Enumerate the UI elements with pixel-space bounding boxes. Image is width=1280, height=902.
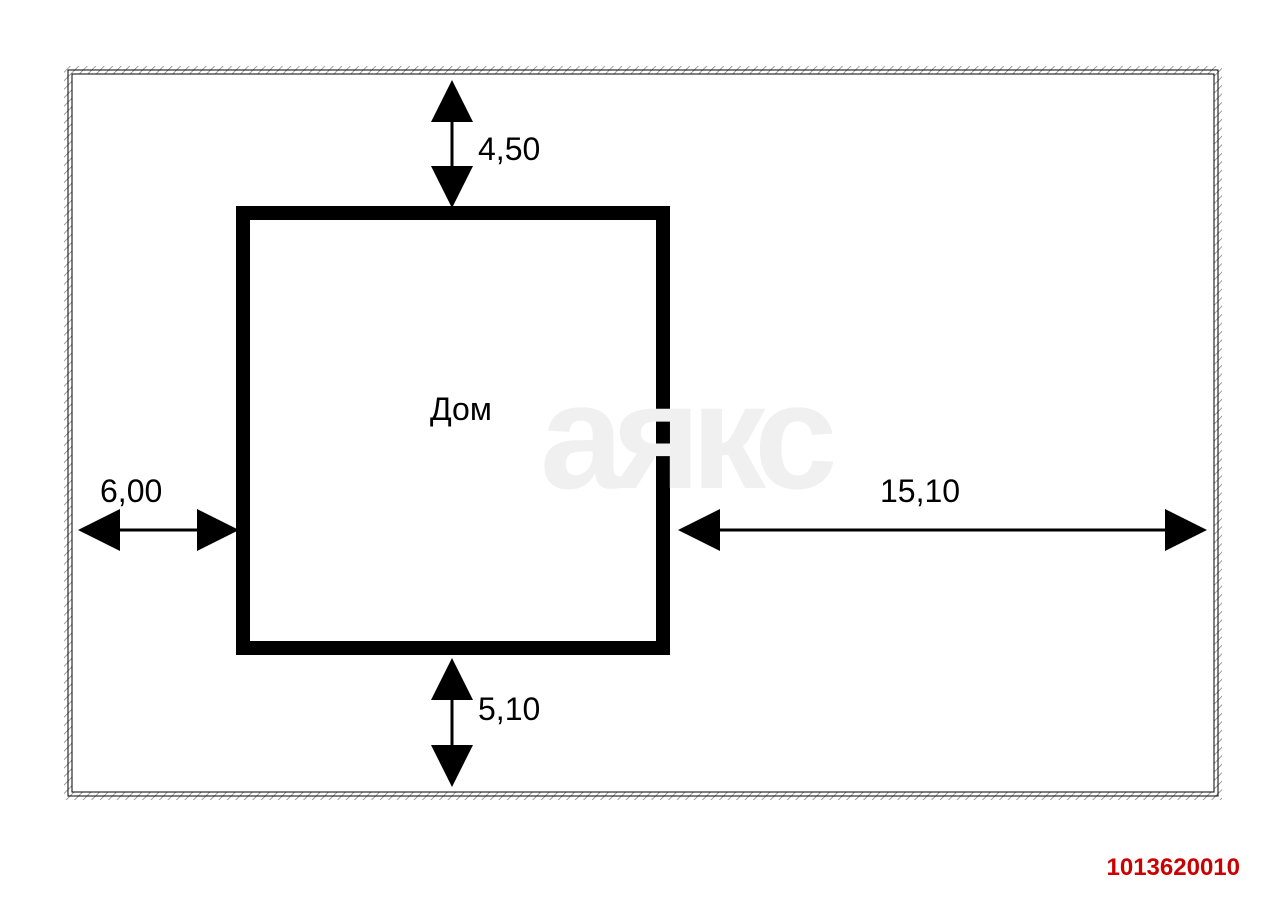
house-label: Дом	[430, 391, 492, 427]
watermark-text: аякс	[540, 350, 827, 523]
dimension-top: 4,50	[452, 86, 540, 202]
dimension-top-label: 4,50	[478, 131, 540, 167]
dimension-right-label: 15,10	[880, 473, 960, 509]
dimension-bottom: 5,10	[452, 664, 540, 781]
id-number: 1013620010	[1107, 854, 1240, 882]
dimension-left: 6,00	[84, 473, 233, 530]
dimension-left-label: 6,00	[100, 473, 162, 509]
dimension-bottom-label: 5,10	[478, 691, 540, 727]
floor-plan-diagram: аякс Дом 4,50	[0, 0, 1280, 902]
